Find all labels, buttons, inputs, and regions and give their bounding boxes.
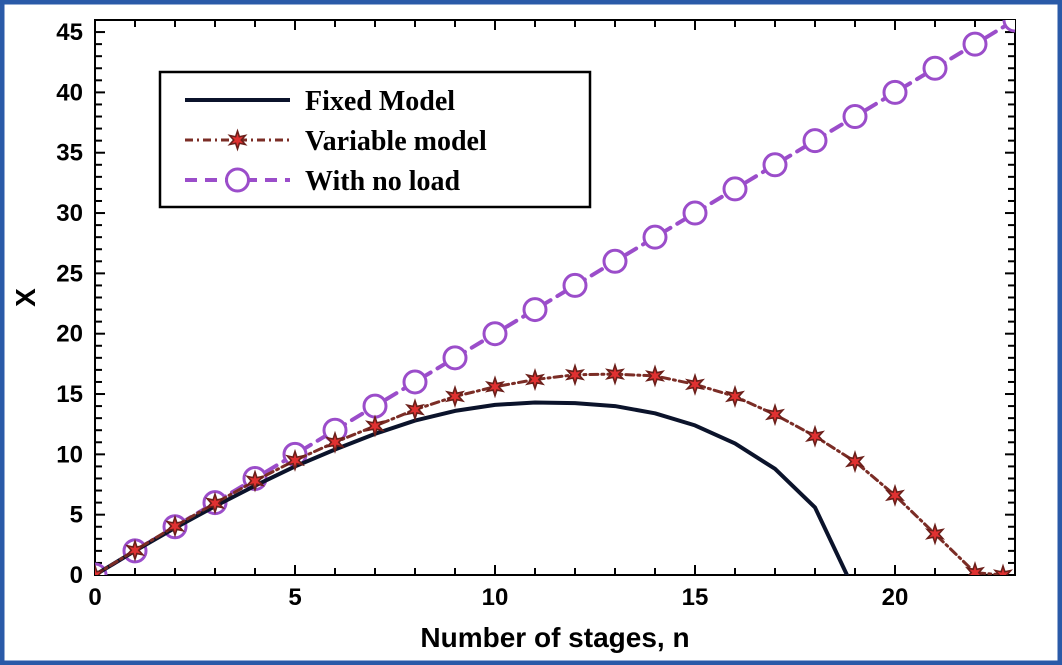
y-axis-label: X: [10, 288, 41, 307]
series-marker-noload: [684, 202, 706, 224]
chart-container: 0 5 10 15 20 0 5 10 15 20 25 30 35 40 45 Number of stag…: [0, 0, 1062, 665]
y-tick-label: 10: [56, 441, 83, 468]
y-tick-label: 40: [56, 79, 83, 106]
y-tick-label: 35: [56, 140, 83, 167]
series-marker-noload: [724, 178, 746, 200]
y-tick-label: 20: [56, 321, 83, 348]
y-tick-label: 30: [56, 200, 83, 227]
series-marker-noload: [444, 347, 466, 369]
series-marker-noload: [764, 154, 786, 176]
series-marker-noload: [364, 395, 386, 417]
series-marker-noload: [844, 106, 866, 128]
x-tick-label: 0: [88, 584, 101, 611]
legend-label: Fixed Model: [305, 86, 455, 117]
legend-label: Variable model: [305, 126, 487, 157]
series-marker-noload: [924, 57, 946, 79]
legend-sample-marker: [227, 169, 249, 191]
y-tick-label: 5: [70, 502, 83, 529]
series-marker-noload: [564, 274, 586, 296]
series-marker-noload: [884, 81, 906, 103]
chart-svg: 0 5 10 15 20 0 5 10 15 20 25 30 35 40 45 Number of stag…: [0, 0, 1062, 665]
x-tick-label: 10: [482, 584, 509, 611]
x-tick-label: 20: [882, 584, 909, 611]
series-marker-noload: [524, 299, 546, 321]
x-tick-label: 15: [682, 584, 709, 611]
legend-label: With no load: [305, 166, 461, 197]
y-tick-label: 45: [56, 19, 83, 46]
series-marker-noload: [644, 226, 666, 248]
y-tick-label: 15: [56, 381, 83, 408]
series-marker-noload: [604, 250, 626, 272]
y-tick-label: 0: [70, 562, 83, 589]
series-marker-noload: [964, 33, 986, 55]
x-tick-label: 5: [288, 584, 301, 611]
y-tick-label: 25: [56, 260, 83, 287]
series-marker-noload: [484, 323, 506, 345]
x-axis-label: Number of stages, n: [420, 622, 689, 653]
series-marker-noload: [804, 130, 826, 152]
series-marker-noload: [404, 371, 426, 393]
